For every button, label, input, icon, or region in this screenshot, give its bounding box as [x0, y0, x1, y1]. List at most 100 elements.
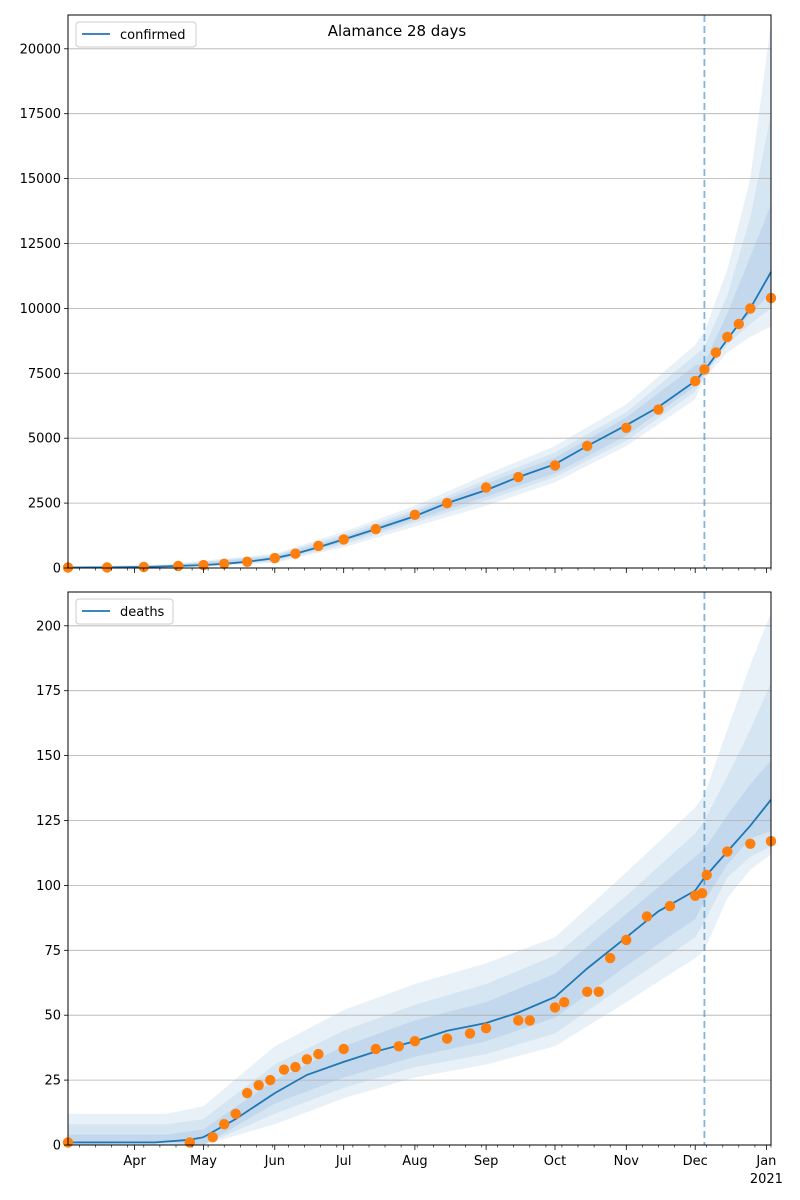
deaths-x-tick-label: Jun: [264, 1154, 285, 1169]
deaths-x-tick-label: Sep: [474, 1154, 499, 1169]
deaths-observed-point: [722, 846, 733, 857]
deaths-observed-point: [338, 1043, 349, 1055]
deaths-observed-point: [242, 1087, 253, 1099]
deaths-model-line: [68, 799, 772, 1144]
deaths-observed-point: [605, 952, 616, 964]
deaths-band-2: [68, 760, 771, 1145]
confirmed-observed-points: [62, 292, 777, 573]
confirmed-observed-point: [745, 303, 756, 314]
confirmed-y-tick-label: 20000: [20, 42, 61, 57]
deaths-observed-point: [745, 838, 756, 849]
confirmed-observed-point: [338, 534, 349, 545]
confirmed-observed-point: [370, 523, 381, 535]
confirmed-uncertainty-bands: [68, 22, 771, 569]
confirmed-observed-point: [101, 562, 113, 573]
confirmed-observed-point: [242, 556, 253, 567]
confirmed-legend-box: [75, 21, 197, 48]
deaths-panel: 0 25 50 75 100 125 150 175 200 Apr May Jun Jul Aug Se…: [36, 591, 783, 1187]
confirmed-observed-point: [409, 509, 421, 520]
deaths-x-tick-label: Oct: [544, 1154, 566, 1169]
deaths-x-tick-label: Jan: [755, 1154, 776, 1169]
deaths-y-tick-label: 100: [36, 879, 61, 894]
confirmed-observed-point: [653, 404, 664, 415]
confirmed-y-tick-label: 5000: [28, 432, 61, 447]
deaths-observed-point: [621, 934, 632, 946]
deaths-observed-point: [207, 1132, 218, 1143]
confirmed-y-tick-label: 12500: [20, 237, 61, 252]
confirmed-y-tick-label: 10000: [20, 302, 61, 317]
confirmed-observed-point: [219, 558, 230, 569]
deaths-observed-point: [184, 1137, 195, 1148]
confirmed-band-1: [68, 113, 771, 568]
confirmed-observed-point: [173, 560, 184, 572]
confirmed-observed-point: [138, 561, 149, 573]
deaths-observed-point: [593, 986, 604, 997]
x-axis-year-label: 2021: [750, 1172, 783, 1187]
deaths-observed-point: [559, 997, 570, 1008]
deaths-observed-point: [549, 1002, 561, 1013]
deaths-observed-point: [409, 1036, 421, 1047]
deaths-x-tick-label: May: [190, 1154, 217, 1169]
deaths-x-tick-label: Nov: [614, 1154, 640, 1169]
deaths-x-tick-label: Apr: [123, 1154, 146, 1169]
deaths-observed-point: [524, 1015, 535, 1026]
deaths-x-axis: Apr May Jun Jul Aug Sep Oct Nov Dec Jan 2021: [79, 1145, 783, 1187]
deaths-axes-frame: [67, 591, 772, 1146]
confirmed-observed-point: [290, 548, 301, 559]
deaths-observed-point: [393, 1041, 404, 1052]
confirmed-y-tick-label: 0: [53, 562, 61, 577]
deaths-observed-point: [278, 1064, 290, 1075]
confirmed-y-tick-label: 17500: [20, 107, 61, 122]
deaths-observed-point: [664, 900, 676, 912]
deaths-observed-point: [230, 1108, 241, 1120]
confirmed-observed-point: [549, 460, 561, 471]
deaths-legend-box: [75, 598, 174, 625]
deaths-observed-point: [313, 1048, 324, 1060]
chart-title: Alamance 28 days: [328, 22, 467, 40]
confirmed-y-tick-label: 2500: [28, 497, 61, 512]
deaths-x-tick-label: Aug: [402, 1154, 427, 1169]
deaths-y-tick-label: 175: [36, 684, 61, 699]
deaths-observed-point: [464, 1028, 476, 1039]
deaths-observed-point: [219, 1119, 230, 1130]
confirmed-observed-point: [722, 331, 733, 343]
deaths-y-tick-label: 150: [36, 749, 61, 764]
deaths-y-tick-label: 125: [36, 814, 61, 829]
confirmed-observed-point: [480, 482, 492, 493]
deaths-observed-point: [513, 1015, 524, 1026]
deaths-y-tick-label: 50: [44, 1009, 61, 1024]
confirmed-x-axis: [79, 568, 772, 573]
confirmed-y-axis: 0 2500 5000 7500 10000 12500 15000 17500 20000: [20, 42, 68, 577]
deaths-observed-point: [701, 869, 712, 881]
deaths-observed-point: [441, 1033, 453, 1044]
deaths-observed-point: [641, 911, 653, 922]
confirmed-y-tick-label: 7500: [28, 367, 61, 382]
deaths-observed-point: [696, 888, 708, 899]
confirmed-observed-point: [710, 347, 722, 358]
confirmed-observed-point: [269, 552, 280, 564]
deaths-y-tick-label: 200: [36, 619, 61, 634]
deaths-observed-point: [582, 986, 593, 997]
deaths-legend: deaths: [75, 598, 174, 625]
confirmed-axes-frame: [67, 14, 772, 569]
deaths-model-series: [68, 799, 772, 1144]
confirmed-panel: 0 2500 5000 7500 10000 12500 15000 17500 20000 A…: [20, 14, 777, 577]
confirmed-legend: confirmed: [75, 21, 197, 48]
confirmed-legend-label: confirmed: [120, 28, 186, 43]
deaths-x-tick-label: Jul: [335, 1154, 352, 1169]
deaths-y-axis: 0 25 50 75 100 125 150 175 200: [36, 619, 68, 1154]
confirmed-y-tick-label: 15000: [20, 172, 61, 187]
confirmed-observed-point: [513, 471, 524, 483]
confirmed-observed-point: [313, 540, 324, 552]
confirmed-observed-point: [733, 318, 744, 330]
deaths-observed-point: [370, 1043, 381, 1055]
deaths-y-tick-label: 25: [44, 1074, 61, 1089]
confirmed-observed-point: [690, 375, 701, 387]
confirmed-observed-point: [621, 422, 632, 433]
deaths-observed-point: [265, 1074, 276, 1086]
deaths-observed-point: [253, 1080, 264, 1091]
deaths-y-tick-label: 75: [44, 944, 61, 959]
confirmed-observed-point: [441, 497, 453, 509]
deaths-observed-point: [480, 1022, 492, 1034]
